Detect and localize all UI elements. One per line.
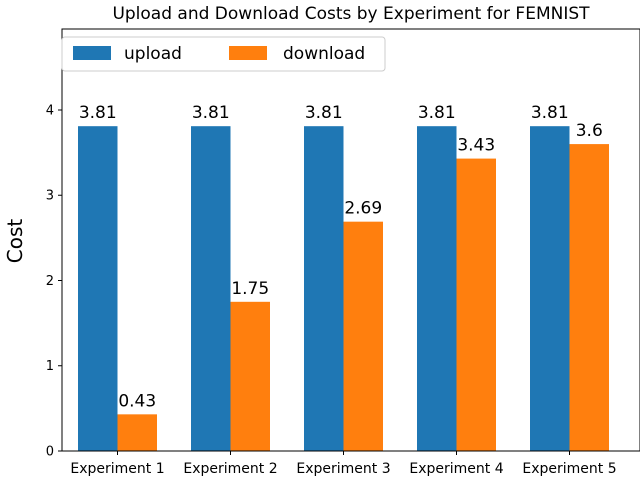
x-tick-label: Experiment 2 xyxy=(183,461,277,477)
y-tick-label: 1 xyxy=(46,359,54,374)
bars xyxy=(78,126,609,452)
chart-title: Upload and Download Costs by Experiment … xyxy=(112,4,590,24)
x-tick-label: Experiment 4 xyxy=(409,461,503,477)
y-tick-label: 4 xyxy=(46,103,54,118)
bar-upload xyxy=(191,126,231,452)
bar-download xyxy=(230,301,270,451)
bar-label-upload: 3.81 xyxy=(192,103,230,123)
bar-value-labels: 3.810.433.811.753.812.693.813.433.813.6 xyxy=(79,103,603,411)
legend-swatch-download xyxy=(229,46,267,60)
x-tick-label: Experiment 3 xyxy=(296,461,390,477)
x-tick-label: Experiment 5 xyxy=(522,461,616,477)
bar-upload xyxy=(417,126,457,452)
bar-label-upload: 3.81 xyxy=(79,103,117,123)
y-tick-label: 2 xyxy=(46,274,54,289)
bar-label-download: 1.75 xyxy=(231,279,269,299)
bar-label-upload: 3.81 xyxy=(418,103,456,123)
bar-upload xyxy=(304,126,344,452)
bar-label-download: 3.43 xyxy=(457,136,495,156)
bar-label-download: 0.43 xyxy=(118,391,156,411)
legend-box xyxy=(61,36,386,72)
x-tick-label: Experiment 1 xyxy=(70,461,164,477)
bar-upload xyxy=(530,126,570,452)
bar-download xyxy=(456,158,496,451)
y-tick-label: 3 xyxy=(46,189,54,204)
x-axis-ticks: Experiment 1 Experiment 2 Experiment 3 Expe… xyxy=(70,451,617,477)
bar-label-download: 2.69 xyxy=(344,199,382,219)
bar-download xyxy=(117,414,157,451)
y-tick-label: 0 xyxy=(46,445,54,460)
legend-swatch-upload xyxy=(73,46,111,60)
bar-upload xyxy=(78,126,118,452)
bar-download xyxy=(343,221,383,451)
y-axis-ticks: 0 1 2 3 4 xyxy=(46,103,62,460)
y-axis-label: Cost xyxy=(3,219,27,264)
legend-label-download: download xyxy=(283,44,365,64)
bar-label-upload: 3.81 xyxy=(531,103,569,123)
legend-label-upload: upload xyxy=(124,44,182,64)
bar-label-download: 3.6 xyxy=(576,121,603,141)
legend: upload download xyxy=(61,36,386,72)
plot-frame xyxy=(61,28,640,452)
bar-label-upload: 3.81 xyxy=(305,103,343,123)
bar-download xyxy=(569,144,609,451)
